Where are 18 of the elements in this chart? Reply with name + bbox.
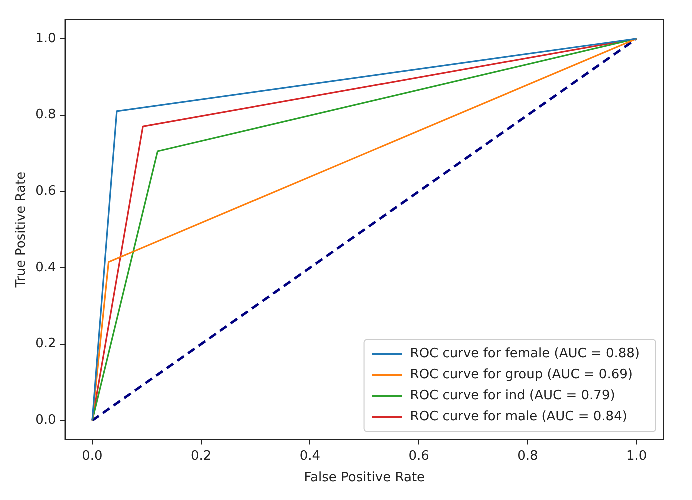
- y-tick-label: 0.4: [36, 260, 56, 276]
- x-tick-label: 0.6: [408, 448, 430, 464]
- x-tick-label: 0.2: [191, 448, 212, 464]
- x-axis-title: False Positive Rate: [304, 470, 426, 486]
- legend-label: ROC curve for female (AUC = 0.88): [410, 346, 640, 362]
- y-tick-label: 0.2: [36, 336, 56, 352]
- y-tick-label: 1.0: [36, 31, 56, 46]
- y-axis-title: True Positive Rate: [14, 172, 30, 289]
- x-tick-label: 0.4: [300, 448, 321, 464]
- x-tick-label: 1.0: [626, 448, 648, 464]
- x-tick-label: 0.0: [82, 448, 103, 464]
- y-tick-label: 0.8: [36, 108, 56, 123]
- legend-label: ROC curve for ind (AUC = 0.79): [410, 388, 616, 404]
- y-tick-label: 0.0: [36, 413, 56, 428]
- legend-label: ROC curve for male (AUC = 0.84): [410, 410, 628, 425]
- x-tick-label: 0.8: [518, 448, 538, 464]
- legend-label: ROC curve for group (AUC = 0.69): [410, 368, 633, 383]
- y-tick-label: 0.6: [36, 184, 56, 199]
